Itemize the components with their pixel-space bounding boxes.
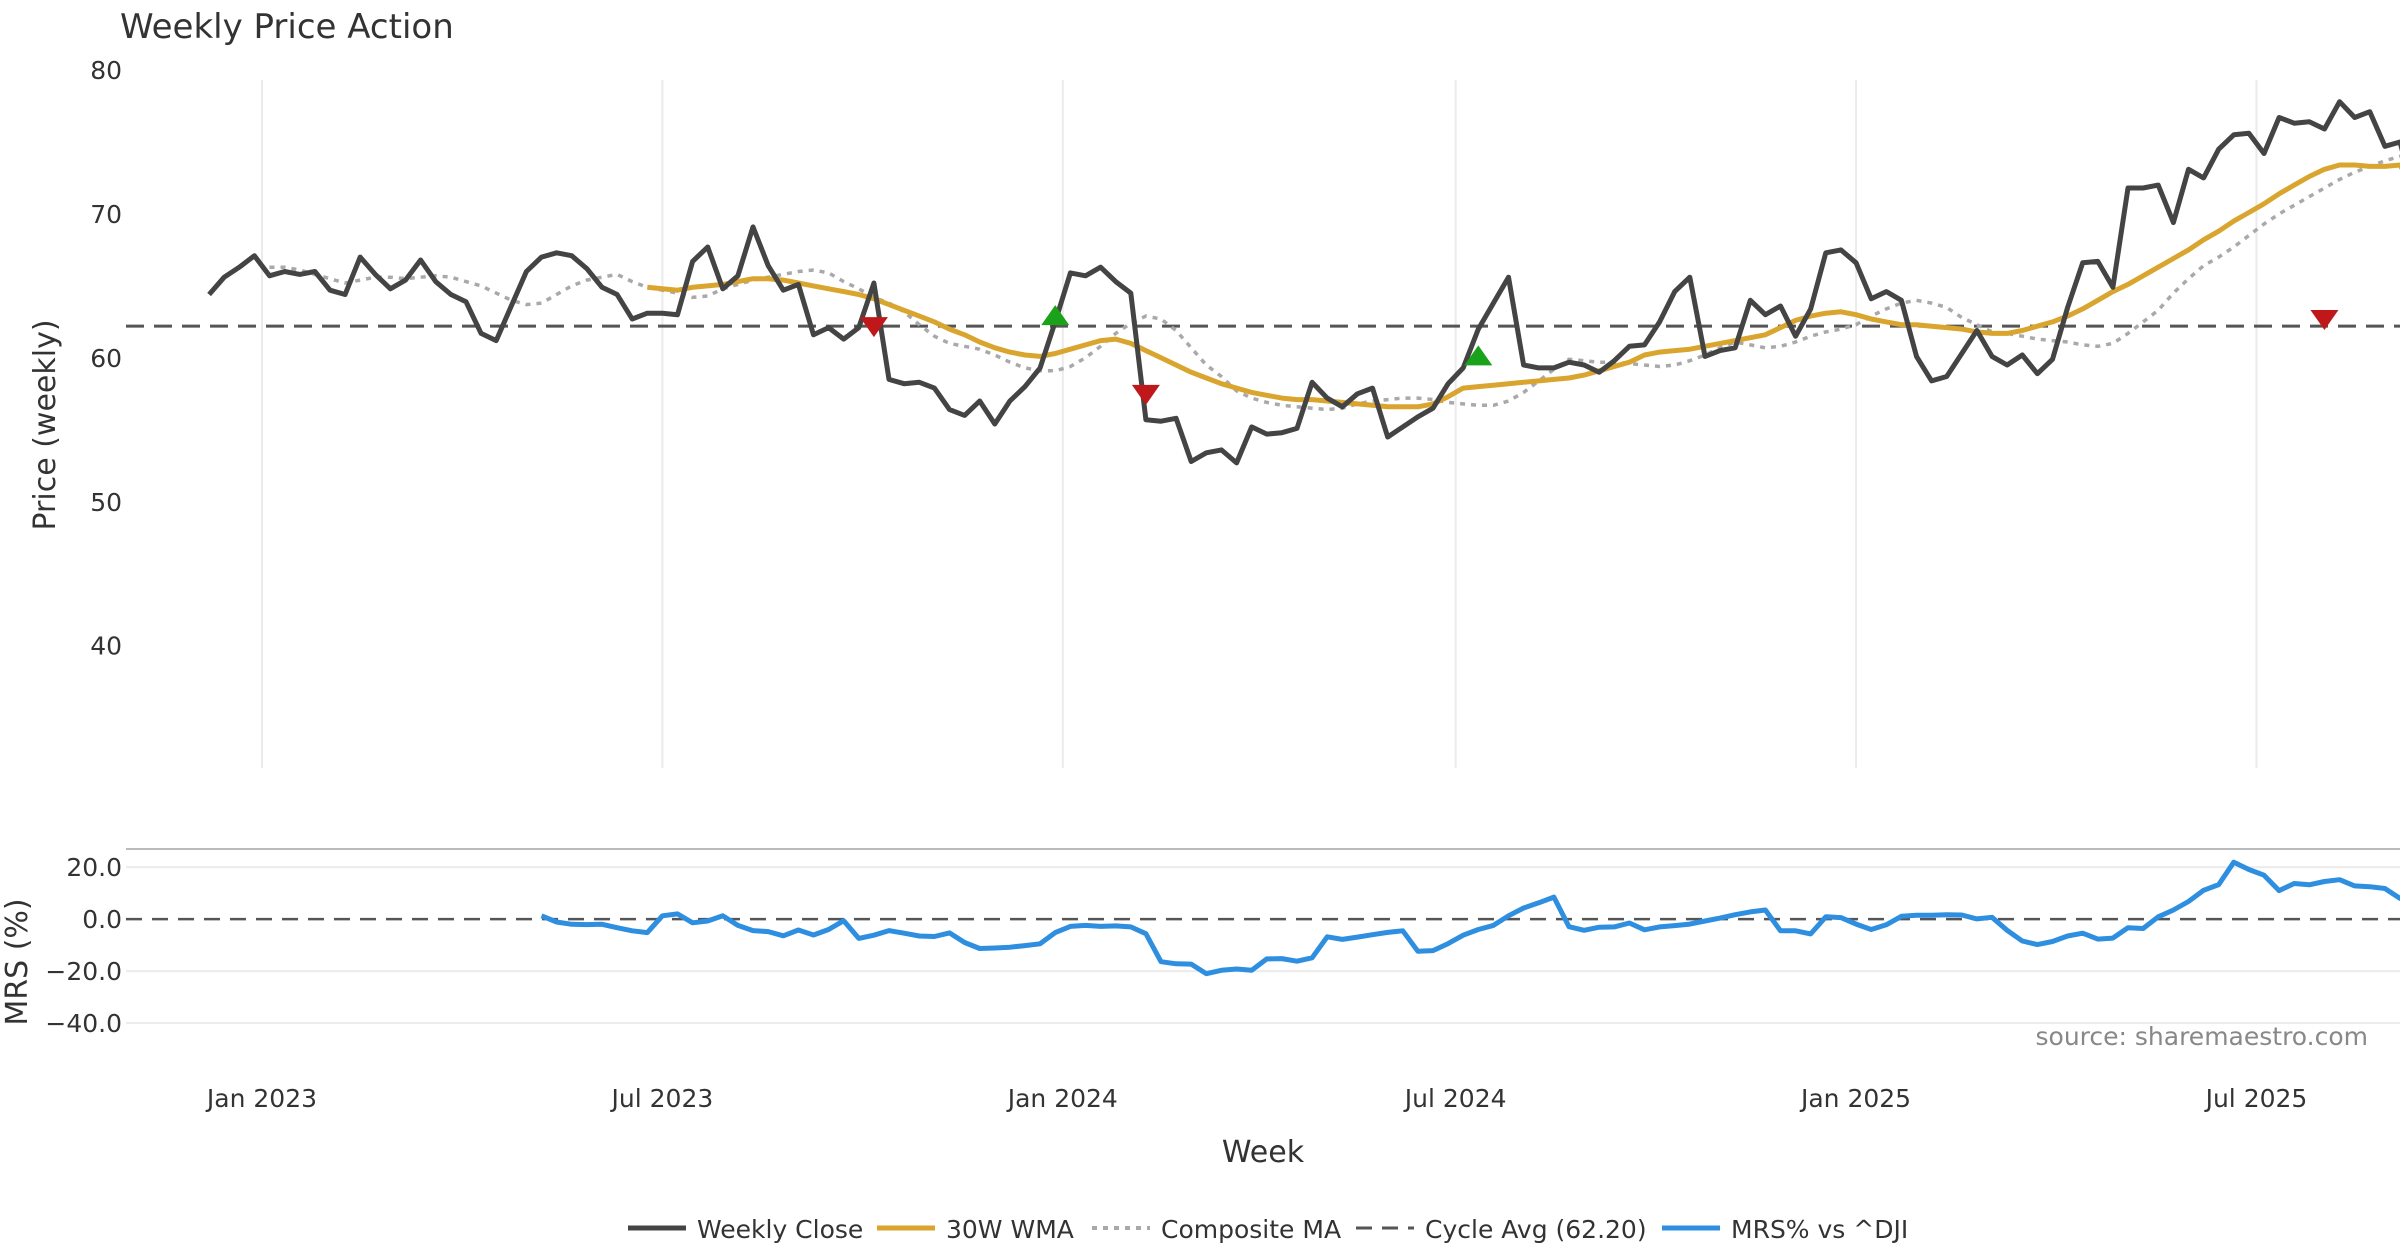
source-annotation: source: sharemaestro.com — [2036, 1022, 2369, 1051]
price-panel: 80 70 60 50 40 Price (weekly) — [28, 56, 2400, 768]
legend-label-mrs: MRS% vs ^DJI — [1731, 1215, 1908, 1244]
chart-title: Weekly Price Action — [120, 7, 454, 47]
mrs-y-tick-label: 20.0 — [66, 853, 122, 882]
wma-30w-line — [647, 162, 2400, 410]
price-y-tick-label: 80 — [90, 56, 122, 85]
signal-markers — [859, 305, 2339, 405]
x-tick-label: Jul 2025 — [2204, 1084, 2308, 1113]
x-ticks: Jan 2023 Jul 2023 Jan 2024 Jul 2024 Jan 2025… — [205, 1084, 2307, 1113]
legend-label-weekly-close: Weekly Close — [697, 1215, 863, 1244]
sell-signal-marker — [2310, 309, 2339, 330]
sell-signal-marker — [859, 317, 888, 338]
mrs-y-axis-label: MRS (%) — [0, 898, 35, 1025]
price-y-axis-label: Price (weekly) — [28, 319, 63, 530]
composite-ma-line — [269, 154, 2400, 412]
x-tick-label: Jul 2023 — [610, 1084, 714, 1113]
mrs-y-tick-label: −20.0 — [45, 957, 122, 986]
mrs-y-ticks: 20.0 0.0 −20.0 −40.0 — [45, 853, 122, 1038]
mrs-horizontal-gridlines — [126, 866, 2400, 1025]
buy-signal-marker — [1464, 345, 1493, 366]
mrs-y-tick-label: 0.0 — [82, 905, 122, 934]
x-tick-label: Jan 2025 — [1799, 1084, 1911, 1113]
buy-signal-marker — [1041, 305, 1070, 326]
x-axis-label: Week — [1222, 1135, 1305, 1170]
mrs-y-tick-label: −40.0 — [45, 1009, 122, 1038]
x-tick-label: Jul 2024 — [1403, 1084, 1507, 1113]
legend: Weekly Close 30W WMA Composite MA Cycle … — [628, 1215, 1908, 1244]
price-y-tick-label: 50 — [90, 488, 122, 517]
x-tick-label: Jan 2023 — [205, 1084, 317, 1113]
legend-label-wma: 30W WMA — [946, 1215, 1074, 1244]
price-y-tick-label: 40 — [90, 632, 122, 661]
price-y-tick-label: 70 — [90, 200, 122, 229]
mrs-panel: 20.0 0.0 −20.0 −40.0 MRS (%) source: sharem… — [0, 848, 2400, 1051]
weekly-close-line — [207, 99, 2400, 466]
x-tick-label: Jan 2024 — [1006, 1084, 1118, 1113]
sell-signal-marker — [1131, 384, 1160, 405]
legend-label-composite: Composite MA — [1161, 1215, 1341, 1244]
price-y-ticks: 80 70 60 50 40 — [90, 56, 122, 661]
legend-label-cycle-avg: Cycle Avg (62.20) — [1425, 1215, 1647, 1244]
price-vertical-gridlines — [260, 80, 2258, 768]
mrs-line — [540, 859, 2400, 977]
price-y-tick-label: 60 — [90, 344, 122, 373]
